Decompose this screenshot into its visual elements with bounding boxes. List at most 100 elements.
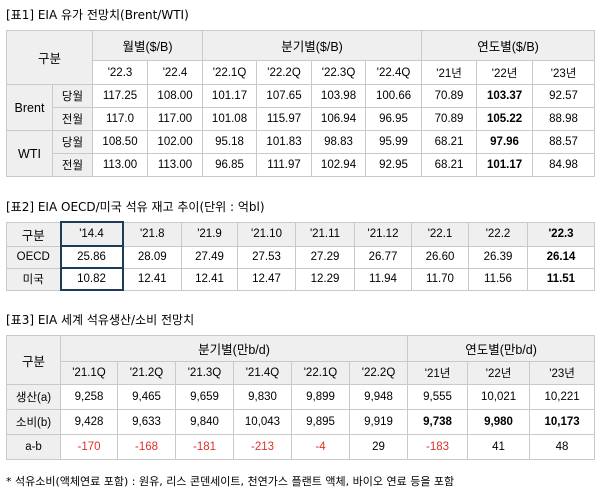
t3-period: '21.4Q bbox=[233, 361, 292, 385]
t2-cell: 28.09 bbox=[122, 245, 182, 269]
t1-period: '22년 bbox=[476, 60, 534, 85]
t1-cell: 113.00 bbox=[92, 153, 149, 177]
t1-row-sub: 전월 bbox=[51, 153, 94, 177]
t2-row-name: OECD bbox=[6, 245, 61, 269]
t2-period: '22.1 bbox=[411, 221, 469, 247]
t3-cell: 9,980 bbox=[467, 409, 531, 435]
t1-cell: 95.99 bbox=[365, 130, 423, 154]
t2-period: '21.10 bbox=[237, 221, 296, 247]
t3-cell: 9,633 bbox=[117, 409, 176, 435]
t1-cell: 111.97 bbox=[256, 153, 313, 177]
t2-period: '21.9 bbox=[181, 221, 238, 247]
table3-title: [표3] EIA 세계 석유생산/소비 전망치 bbox=[6, 313, 195, 327]
t1-period: '22.2Q bbox=[256, 60, 313, 85]
t2-cell: 12.41 bbox=[122, 267, 182, 291]
t3-period: '22.2Q bbox=[348, 361, 409, 385]
t1-cell: 97.96 bbox=[476, 130, 534, 154]
t3-cell: -183 bbox=[407, 434, 469, 460]
t1-cell: 106.94 bbox=[311, 107, 367, 131]
t1-cell: 68.21 bbox=[421, 153, 478, 177]
t3-cell: 29 bbox=[348, 434, 409, 460]
t2-cell: 27.49 bbox=[181, 245, 238, 269]
t1-cell: 95.18 bbox=[202, 130, 258, 154]
t1-quarter-header: 분기별($/B) bbox=[202, 30, 423, 61]
t3-quarter-header: 분기별(만b/d) bbox=[59, 335, 409, 362]
t3-cell: -181 bbox=[175, 434, 234, 460]
t3-period: '21.2Q bbox=[117, 361, 176, 385]
t2-cell: 10.82 bbox=[59, 267, 124, 291]
t2-cell: 11.51 bbox=[527, 267, 595, 291]
t3-row-name: 소비(b) bbox=[6, 409, 61, 435]
t1-row-name: Brent bbox=[6, 84, 53, 131]
t1-cell: 113.00 bbox=[147, 153, 204, 177]
t1-cell: 117.0 bbox=[92, 107, 149, 131]
t2-cell: 27.29 bbox=[295, 245, 355, 269]
t3-cell: 9,465 bbox=[117, 384, 176, 410]
t1-cell: 88.57 bbox=[532, 130, 596, 154]
t2-cell: 11.56 bbox=[468, 267, 528, 291]
t3-cell: 48 bbox=[529, 434, 596, 460]
t2-cell: 12.29 bbox=[295, 267, 355, 291]
t2-cell: 26.77 bbox=[354, 245, 412, 269]
t3-row-name: 생산(a) bbox=[6, 384, 61, 410]
t1-cell: 68.21 bbox=[421, 130, 478, 154]
t3-period: '23년 bbox=[529, 361, 596, 385]
t1-cell: 88.98 bbox=[532, 107, 596, 131]
t1-cell: 100.66 bbox=[365, 84, 423, 108]
t2-period: '21.11 bbox=[295, 221, 355, 247]
t3-row-name: a-b bbox=[6, 434, 61, 460]
t3-cell: 9,830 bbox=[233, 384, 292, 410]
t1-cell: 108.00 bbox=[147, 84, 204, 108]
t2-cell: 25.86 bbox=[59, 245, 124, 269]
t2-period: '14.4 bbox=[59, 221, 124, 247]
t1-cell: 98.83 bbox=[311, 130, 367, 154]
t3-cell: 10,221 bbox=[529, 384, 596, 410]
t1-cell: 103.98 bbox=[311, 84, 367, 108]
t2-cell: 11.94 bbox=[354, 267, 412, 291]
t3-cell: 10,173 bbox=[529, 409, 596, 435]
t1-cell: 92.95 bbox=[365, 153, 423, 177]
t1-row-sub: 당월 bbox=[51, 84, 94, 108]
t1-period: '23년 bbox=[532, 60, 596, 85]
t3-period: '22년 bbox=[467, 361, 531, 385]
t1-period: '22.4Q bbox=[365, 60, 423, 85]
t2-period: '22.2 bbox=[468, 221, 528, 247]
t2-period: '21.8 bbox=[122, 221, 182, 247]
t1-row-sub: 전월 bbox=[51, 107, 94, 131]
t3-period: '21.3Q bbox=[175, 361, 234, 385]
t2-cell: 12.41 bbox=[181, 267, 238, 291]
t2-cell: 12.47 bbox=[237, 267, 296, 291]
t1-row-name: WTI bbox=[6, 130, 53, 177]
t1-cell: 101.08 bbox=[202, 107, 258, 131]
t3-cell: 9,258 bbox=[60, 384, 118, 410]
t3-cell: 9,895 bbox=[291, 409, 350, 435]
t2-group-header: 구분 bbox=[6, 221, 61, 247]
t1-period: '22.1Q bbox=[202, 60, 258, 85]
t1-cell: 70.89 bbox=[421, 107, 478, 131]
t3-period: '21년 bbox=[407, 361, 469, 385]
t1-cell: 117.25 bbox=[92, 84, 149, 108]
t3-cell: 10,021 bbox=[467, 384, 531, 410]
t1-cell: 102.00 bbox=[147, 130, 204, 154]
oil-inventory-table: 구분 '14.4 '21.8 '21.9 '21.10 '21.11 '21.1… bbox=[6, 221, 595, 291]
t1-period: '21년 bbox=[421, 60, 478, 85]
t3-group-header: 구분 bbox=[6, 335, 61, 385]
t2-cell: 27.53 bbox=[237, 245, 296, 269]
t1-cell: 96.85 bbox=[202, 153, 258, 177]
t2-period: '22.3 bbox=[527, 221, 595, 247]
t2-cell: 26.60 bbox=[411, 245, 469, 269]
t2-cell: 11.70 bbox=[411, 267, 469, 291]
t3-period: '22.1Q bbox=[291, 361, 350, 385]
t1-cell: 105.22 bbox=[476, 107, 534, 131]
t2-cell: 26.14 bbox=[527, 245, 595, 269]
t1-cell: 102.94 bbox=[311, 153, 367, 177]
t3-cell: -213 bbox=[233, 434, 292, 460]
t3-cell: 9,899 bbox=[291, 384, 350, 410]
t3-cell: 9,919 bbox=[348, 409, 409, 435]
t3-cell: -4 bbox=[291, 434, 350, 460]
t2-cell: 26.39 bbox=[468, 245, 528, 269]
t3-annual-header: 연도별(만b/d) bbox=[407, 335, 596, 362]
t1-cell: 103.37 bbox=[476, 84, 534, 108]
t3-cell: 9,738 bbox=[407, 409, 469, 435]
t1-cell: 96.95 bbox=[365, 107, 423, 131]
